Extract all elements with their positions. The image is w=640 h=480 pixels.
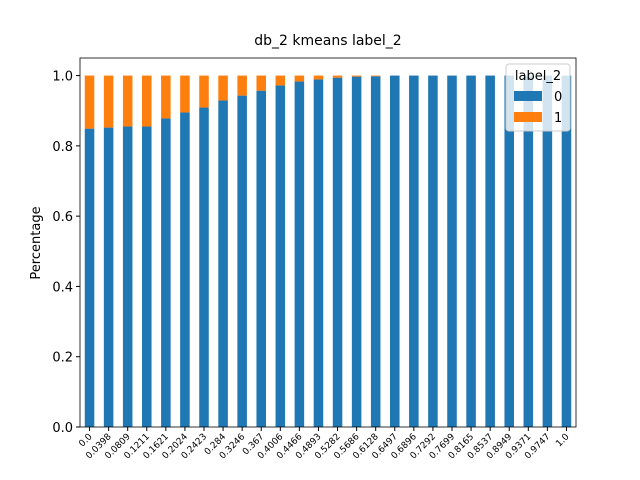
y-tick-label: 0.2 [52, 351, 73, 366]
bar-segment [370, 76, 381, 427]
bar-segment [84, 128, 95, 427]
bar-segment [218, 75, 228, 101]
bar-segment [485, 75, 495, 428]
axes-frame [79, 57, 577, 428]
bar-segment [122, 75, 133, 127]
bar-segment [180, 75, 190, 113]
bar-segment [313, 79, 324, 428]
bar-segment [561, 75, 572, 428]
bar-segment [351, 75, 362, 77]
bar-segment [237, 75, 247, 96]
bar-segment [103, 75, 114, 128]
bar-segment [523, 75, 534, 428]
bar-segment [84, 75, 95, 129]
bar-segment [332, 75, 343, 78]
bar-segment [466, 75, 476, 428]
bar-segment [199, 107, 209, 428]
bar-segment [390, 75, 400, 428]
bar-segment [428, 75, 438, 428]
y-tick-label: 0.4 [52, 280, 73, 295]
bar-segment [142, 126, 152, 428]
bar-segment [447, 75, 457, 428]
y-tick-label: 1.0 [52, 70, 73, 85]
bar-segment [218, 100, 228, 427]
bar-segment [542, 75, 553, 428]
y-tick-label: 0.8 [52, 140, 73, 155]
bar-segment [294, 81, 305, 427]
x-tick-label: 1.0 [554, 432, 571, 449]
bar-segment [122, 126, 133, 428]
legend-swatch [514, 91, 542, 101]
bar-segment [370, 75, 381, 77]
bar-segment [351, 76, 362, 427]
bar-segment [103, 127, 114, 427]
bar-segment [256, 75, 266, 91]
legend-title: label_2 [515, 69, 561, 84]
bar-segment [237, 95, 247, 428]
y-axis-label: Percentage [29, 206, 44, 279]
legend-swatch [514, 112, 542, 122]
y-tick-label: 0.0 [52, 421, 73, 436]
y-tick-label: 0.6 [52, 210, 73, 225]
bar-segment [142, 75, 152, 127]
chart-title: db_2 kmeans label_2 [254, 33, 401, 49]
bar-segment [332, 77, 343, 428]
bar-segment [199, 75, 209, 108]
legend-label: 0 [554, 90, 562, 105]
bar-segment [256, 90, 266, 427]
bar-segment [161, 118, 171, 428]
bar-segment [313, 75, 324, 80]
bar-segment [161, 75, 171, 119]
bar-segment [409, 75, 419, 428]
legend-label: 1 [554, 111, 562, 126]
bar-segment [275, 75, 286, 86]
bar-segment [504, 75, 514, 428]
bar-segment [294, 75, 305, 82]
bar-segment [180, 112, 190, 427]
bar-segment [275, 85, 286, 427]
